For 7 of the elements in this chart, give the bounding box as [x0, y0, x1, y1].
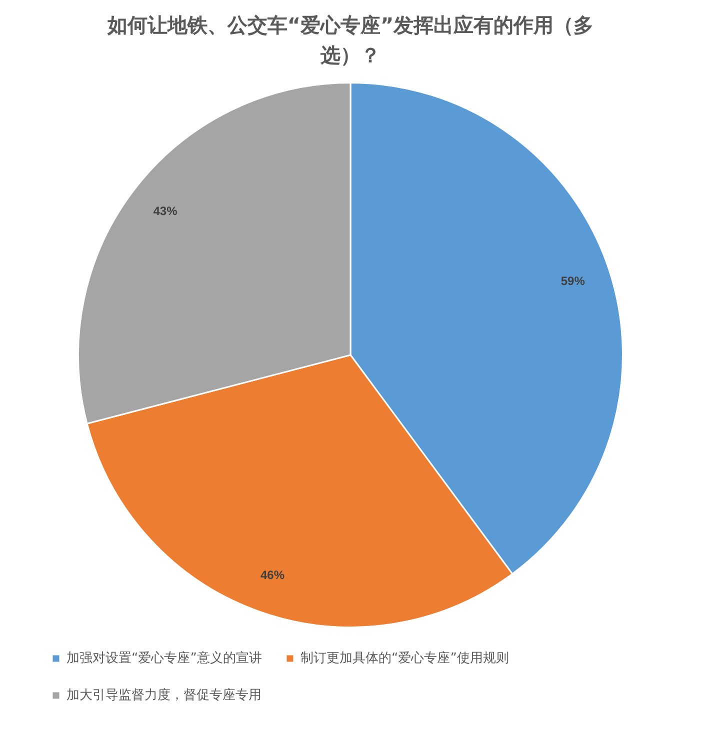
- legend-label: 制订更加具体的“爱心专座”使用规则: [300, 650, 509, 666]
- data-label: 43%: [153, 204, 178, 218]
- legend-label: 加强对设置“爱心专座”意义的宣讲: [66, 650, 262, 666]
- data-label: 59%: [560, 274, 586, 288]
- chart-title: 如何让地铁、公交车“爱心专座”发挥出应有的作用（多选）？: [106, 12, 595, 69]
- legend-label: 加大引导监督力度，督促专座专用: [66, 686, 262, 703]
- data-label: 46%: [260, 568, 285, 582]
